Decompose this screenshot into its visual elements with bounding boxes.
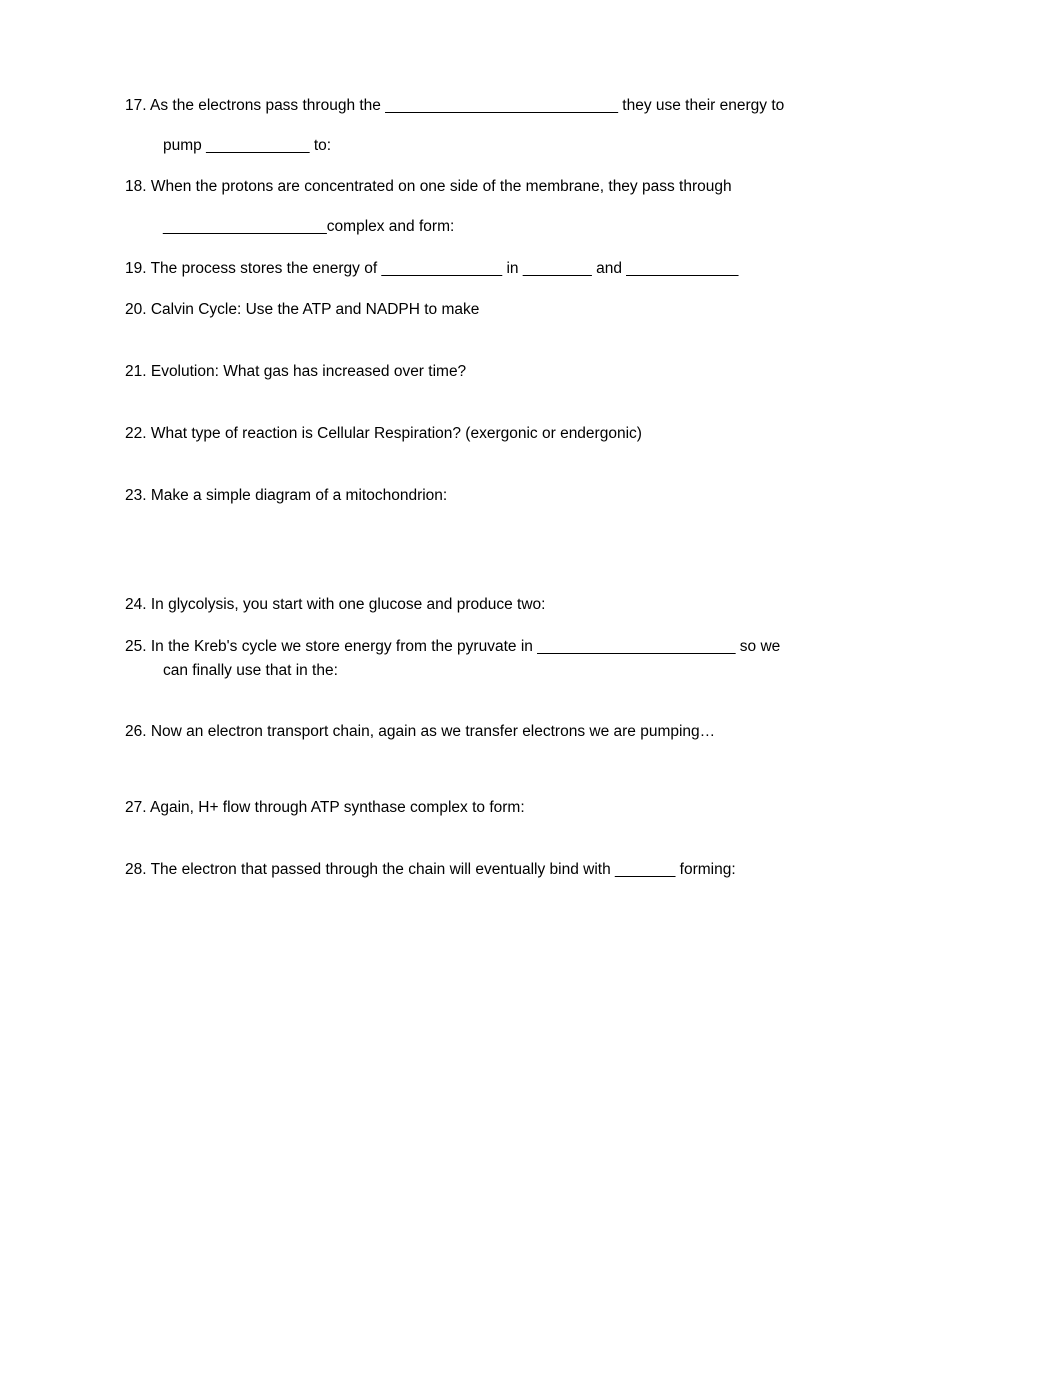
- question-17-line2: pump ____________ to:: [125, 135, 967, 157]
- question-21-line1: 21. Evolution: What gas has increased ov…: [125, 361, 967, 383]
- question-18: 18. When the protons are concentrated on…: [125, 176, 967, 237]
- question-24-line1: 24. In glycolysis, you start with one gl…: [125, 594, 967, 616]
- question-23: 23. Make a simple diagram of a mitochond…: [125, 485, 967, 507]
- question-18-line1: 18. When the protons are concentrated on…: [125, 176, 967, 198]
- question-19: 19. The process stores the energy of ___…: [125, 258, 967, 280]
- question-17: 17. As the electrons pass through the __…: [125, 95, 967, 156]
- question-28-line1: 28. The electron that passed through the…: [125, 859, 967, 881]
- question-27: 27. Again, H+ flow through ATP synthase …: [125, 797, 967, 819]
- question-20-line1: 20. Calvin Cycle: Use the ATP and NADPH …: [125, 299, 967, 321]
- question-22-line1: 22. What type of reaction is Cellular Re…: [125, 423, 967, 445]
- question-23-line1: 23. Make a simple diagram of a mitochond…: [125, 485, 967, 507]
- question-24: 24. In glycolysis, you start with one gl…: [125, 594, 967, 616]
- question-27-line1: 27. Again, H+ flow through ATP synthase …: [125, 797, 967, 819]
- question-28: 28. The electron that passed through the…: [125, 859, 967, 881]
- question-26-line1: 26. Now an electron transport chain, aga…: [125, 721, 967, 743]
- question-18-line2: ___________________complex and form:: [125, 216, 967, 238]
- question-17-line1: 17. As the electrons pass through the __…: [125, 95, 967, 117]
- question-21: 21. Evolution: What gas has increased ov…: [125, 361, 967, 383]
- question-19-line1: 19. The process stores the energy of ___…: [125, 258, 967, 280]
- question-25-line2: can finally use that in the:: [125, 660, 967, 682]
- question-25-line1: 25. In the Kreb's cycle we store energy …: [125, 636, 967, 658]
- question-26: 26. Now an electron transport chain, aga…: [125, 721, 967, 743]
- question-22: 22. What type of reaction is Cellular Re…: [125, 423, 967, 445]
- question-20: 20. Calvin Cycle: Use the ATP and NADPH …: [125, 299, 967, 321]
- question-25: 25. In the Kreb's cycle we store energy …: [125, 636, 967, 681]
